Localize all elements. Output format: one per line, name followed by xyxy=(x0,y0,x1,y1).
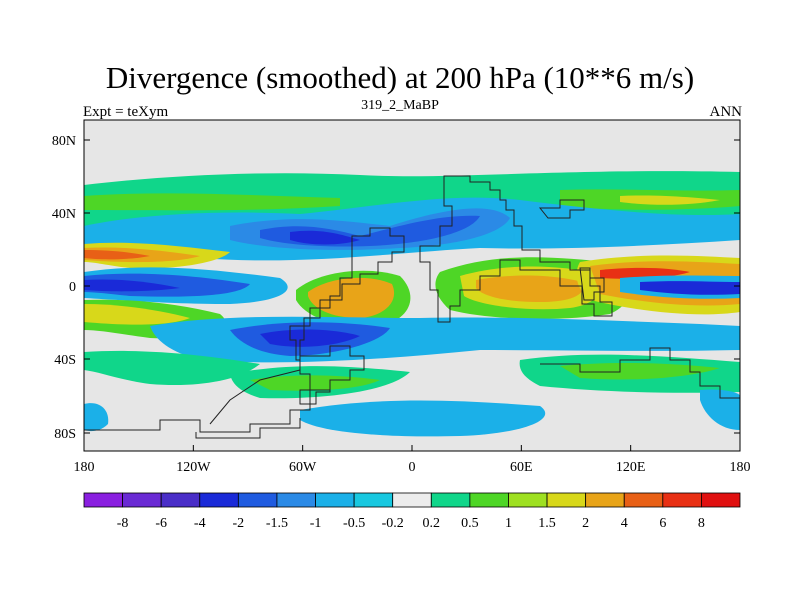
colorbar-swatch xyxy=(701,492,741,508)
experiment-label: Expt = teXym xyxy=(83,104,169,120)
colorbar-swatch xyxy=(276,492,316,508)
colorbar-swatch xyxy=(430,492,471,508)
latitude-ticks: 80N 40N 0 40S 80S xyxy=(52,134,740,442)
lat-tick-label: 40N xyxy=(52,207,76,222)
colorbar-swatch xyxy=(315,492,355,508)
colorbar-swatch xyxy=(160,492,201,508)
colorbar-swatch xyxy=(546,492,587,508)
colorbar-label: 2 xyxy=(582,516,589,531)
lat-tick-label: 80N xyxy=(52,134,76,149)
colorbar-swatch xyxy=(623,492,664,508)
colorbar-label: 0.5 xyxy=(461,516,479,531)
colorbar-label: -0.5 xyxy=(343,516,365,531)
map-title: Divergence (smoothed) at 200 hPa (10**6 … xyxy=(105,60,695,95)
colorbar-label: -2 xyxy=(233,516,245,531)
lon-tick-label: 120E xyxy=(616,460,646,475)
colorbar-label: 0.2 xyxy=(423,516,441,531)
colorbar-swatch xyxy=(83,492,123,508)
colorbar-label: -6 xyxy=(155,516,167,531)
lat-tick-label: 40S xyxy=(54,353,76,368)
lat-tick-label: 0 xyxy=(69,280,76,295)
lon-tick-label: 180 xyxy=(730,460,751,475)
lon-tick-label: 180 xyxy=(74,460,95,475)
lon-tick-label: 120W xyxy=(176,460,211,475)
colorbar-swatch xyxy=(508,492,548,508)
lon-tick-label: 60E xyxy=(510,460,533,475)
colorbar-label: 8 xyxy=(698,516,705,531)
run-label: 319_2_MaBP xyxy=(361,98,439,113)
longitude-ticks: 180 120W 60W 0 60E 120E 180 xyxy=(74,445,751,475)
colorbar-swatch xyxy=(585,492,625,508)
colorbar-label: 6 xyxy=(659,516,666,531)
lon-tick-label: 60W xyxy=(289,460,317,475)
colorbar-swatch xyxy=(662,492,702,508)
colorbar-swatch xyxy=(392,492,432,508)
colorbar-swatch xyxy=(199,492,239,508)
colorbar-label: -0.2 xyxy=(382,516,404,531)
colorbar-swatch xyxy=(353,492,394,508)
colorbar-label: 1.5 xyxy=(538,516,556,531)
colorbar-swatch xyxy=(469,492,509,508)
colorbar-label: -1.5 xyxy=(266,516,288,531)
coastline xyxy=(84,175,740,439)
colorbar-swatch xyxy=(122,492,162,508)
colorbar-label: -8 xyxy=(117,516,129,531)
colorbar-label: -4 xyxy=(194,516,206,531)
colorbar-label: -1 xyxy=(310,516,322,531)
colorbar-swatch xyxy=(237,492,278,508)
colorbar-label: 1 xyxy=(505,516,512,531)
contour-field xyxy=(84,171,740,437)
lat-tick-label: 80S xyxy=(54,427,76,442)
colorbar: -8 -6 -4 -2 -1.5 -1 -0.5 -0.2 0.2 0.5 1 1.5 2 4 6 8 xyxy=(83,492,741,531)
colorbar-label: 4 xyxy=(621,516,628,531)
lon-tick-label: 0 xyxy=(409,460,416,475)
season-label: ANN xyxy=(709,104,743,120)
